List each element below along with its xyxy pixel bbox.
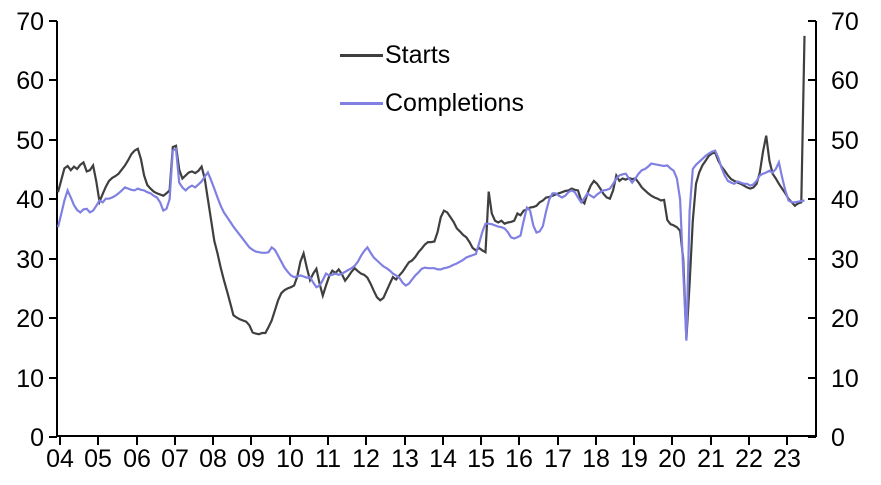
y-tick-label-right-10: 10: [831, 365, 859, 393]
x-tick-label-11: 11: [315, 445, 341, 473]
x-tick-label-05: 05: [84, 445, 112, 473]
y-tick-label-right-30: 30: [831, 246, 859, 274]
legend-label-completions: Completions: [385, 88, 524, 117]
x-tick-label-14: 14: [429, 445, 457, 473]
series-line-completions: [56, 147, 805, 341]
y-tick-label-left-10: 10: [16, 365, 44, 393]
legend-item-starts: Starts: [340, 40, 524, 70]
y-tick-label-right-0: 0: [831, 424, 845, 452]
series-line-starts: [56, 35, 806, 339]
legend-label-starts: Starts: [385, 40, 451, 69]
x-tick-label-22: 22: [735, 445, 763, 473]
x-tick-label-10: 10: [276, 445, 304, 473]
x-tick-label-13: 13: [391, 445, 419, 473]
y-tick-label-left-20: 20: [16, 305, 44, 333]
x-tick-label-23: 23: [773, 445, 801, 473]
x-tick-label-08: 08: [199, 445, 227, 473]
y-tick-label-left-70: 70: [16, 8, 44, 36]
y-tick-label-left-40: 40: [16, 186, 44, 214]
starts-line-swatch: [340, 53, 383, 57]
y-tick-label-left-30: 30: [16, 246, 44, 274]
x-tick-label-15: 15: [467, 445, 495, 473]
x-tick-label-12: 12: [352, 445, 380, 473]
x-tick-label-20: 20: [658, 445, 686, 473]
y-tick-label-left-60: 60: [16, 67, 44, 95]
x-tick-label-21: 21: [697, 445, 725, 473]
x-tick-label-07: 07: [161, 445, 189, 473]
y-tick-label-right-40: 40: [831, 186, 859, 214]
chart-legend: Starts Completions: [340, 40, 524, 136]
y-tick-label-left-50: 50: [16, 127, 44, 155]
y-tick-label-right-20: 20: [831, 305, 859, 333]
x-tick-label-09: 09: [237, 445, 265, 473]
y-tick-label-left-0: 0: [30, 424, 44, 452]
x-tick-label-18: 18: [582, 445, 610, 473]
y-tick-label-right-50: 50: [831, 127, 859, 155]
x-tick-label-19: 19: [620, 445, 648, 473]
y-tick-label-right-70: 70: [831, 8, 859, 36]
legend-item-completions: Completions: [340, 88, 524, 118]
x-tick-label-06: 06: [123, 445, 151, 473]
x-tick-label-16: 16: [505, 445, 533, 473]
x-tick-label-17: 17: [544, 445, 572, 473]
y-tick-label-right-60: 60: [831, 67, 859, 95]
x-tick-label-04: 04: [46, 445, 74, 473]
completions-line-swatch: [340, 101, 383, 105]
